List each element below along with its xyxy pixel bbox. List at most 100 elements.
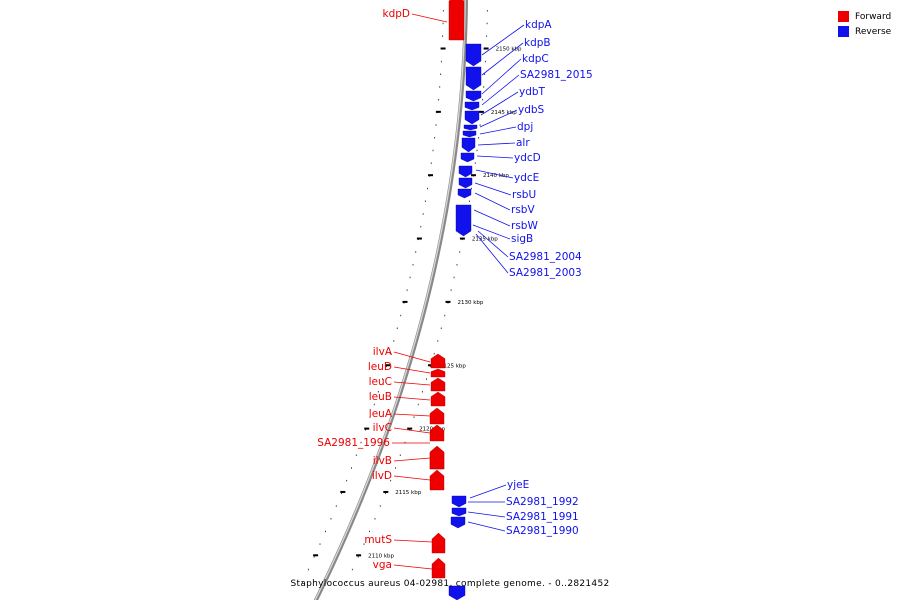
reverse-gene-label: ydcD [514,152,541,164]
reverse-gene-label: alr [516,137,530,149]
reverse-gene-arrow [451,507,467,517]
reverse-gene-arrow [465,43,482,67]
reverse-gene-label: sigB [511,233,533,245]
minor-tick-right [426,378,427,380]
reverse-leader-line [481,58,522,95]
minor-tick-right [433,352,435,355]
minor-tick-left [313,556,315,558]
minor-tick-right [486,22,488,25]
legend-label-reverse: Reverse [855,26,892,37]
minor-tick-right [478,137,480,139]
reverse-gene-label: SA2981_2015 [520,69,593,81]
reverse-leader-line [476,155,514,159]
reverse-leader-line [472,224,511,240]
forward-gene-label: leuD [368,361,392,373]
minor-tick-left [385,365,387,368]
legend-item-forward: Forward [838,9,891,24]
reverse-gene-arrow [463,124,478,131]
forward-leader-line [393,475,431,481]
forward-leader-line [393,351,431,363]
major-tick-right [471,174,476,177]
minor-tick-right [483,86,485,88]
major-tick-left [402,300,408,303]
major-tick-left [385,364,390,367]
reverse-leader-line [481,42,524,76]
reverse-gene-label: SA2981_1992 [506,496,579,508]
minor-tick-left [420,225,422,228]
forward-gene-label: vga [373,559,392,571]
forward-leader-line [393,413,431,417]
minor-tick-left [400,314,402,317]
reverse-gene-arrow [464,110,480,125]
minor-tick-right [456,264,458,266]
minor-tick-right [404,441,406,444]
reverse-gene-arrow [451,495,467,508]
minor-tick-left [440,73,442,75]
minor-tick-right [468,200,470,202]
major-tick-left [364,427,370,430]
major-tick-left [428,174,433,177]
reverse-gene-arrow [465,90,482,102]
minor-tick-left [440,60,442,63]
minor-tick-left [435,124,437,126]
forward-leader-line [411,13,448,23]
tick-label: 2115 kbp [395,490,421,496]
reverse-gene-label: SA2981_2004 [509,251,582,263]
minor-tick-left [365,429,367,431]
reverse-leader-line [474,192,511,211]
minor-tick-left [427,187,428,190]
minor-tick-left [442,35,444,37]
tick-label: 2130 kbp [458,300,484,306]
minor-tick-left [360,441,362,444]
reverse-leader-line [474,182,512,196]
minor-tick-left [424,200,426,202]
reverse-leader-line [475,169,514,179]
minor-tick-right [413,416,415,418]
forward-gene-arrow [430,368,446,378]
forward-gene-arrow [429,469,445,491]
minor-tick-left [412,264,414,266]
minor-tick-left [389,352,391,355]
minor-tick-right [471,187,472,190]
forward-gene-arrow [430,353,446,369]
reverse-gene-label: kdpC [522,53,549,65]
minor-tick-left [393,340,395,342]
forward-gene-arrow [429,407,445,425]
major-tick-right [383,490,389,493]
minor-tick-right [363,543,365,545]
reverse-gene-arrow [465,66,482,91]
minor-tick-left [373,403,375,406]
tick-label: 2110 kbp [368,553,394,559]
forward-gene-label: SA2981_1996 [317,437,390,449]
tick-label: 2125 kbp [440,363,466,369]
minor-tick-left [382,378,383,380]
reverse-gene-arrow [464,101,480,111]
reverse-gene-arrow [460,152,475,163]
reverse-gene-arrow [458,165,473,178]
reverse-gene-arrow [462,130,477,138]
reverse-leader-line [479,109,518,128]
reverse-gene-arrow [455,204,472,237]
reverse-swatch [838,26,849,37]
reverse-gene-label: rsbU [512,189,536,201]
reverse-gene-arrow [461,137,476,153]
minor-tick-left [415,251,417,253]
chromosome-backbone-highlight [314,0,466,600]
tick-label: 2145 kbp [491,110,517,116]
reverse-leader-line [481,74,520,106]
forward-gene-label: kdpD [383,8,411,20]
minor-tick-right [450,289,452,291]
legend-item-reverse: Reverse [838,24,891,39]
minor-tick-right [374,518,376,520]
reverse-gene-label: yjeE [507,479,529,491]
minor-tick-right [440,327,442,329]
minor-tick-left [319,543,321,545]
major-tick-right [356,554,362,557]
minor-tick-left [341,492,342,495]
reverse-leader-line [480,91,519,116]
reverse-gene-arrow [457,188,472,199]
reverse-gene-label: kdpB [524,37,551,49]
legend-label-forward: Forward [855,11,892,22]
reverse-gene-label: ydbT [519,86,546,98]
minor-tick-left [430,162,432,164]
